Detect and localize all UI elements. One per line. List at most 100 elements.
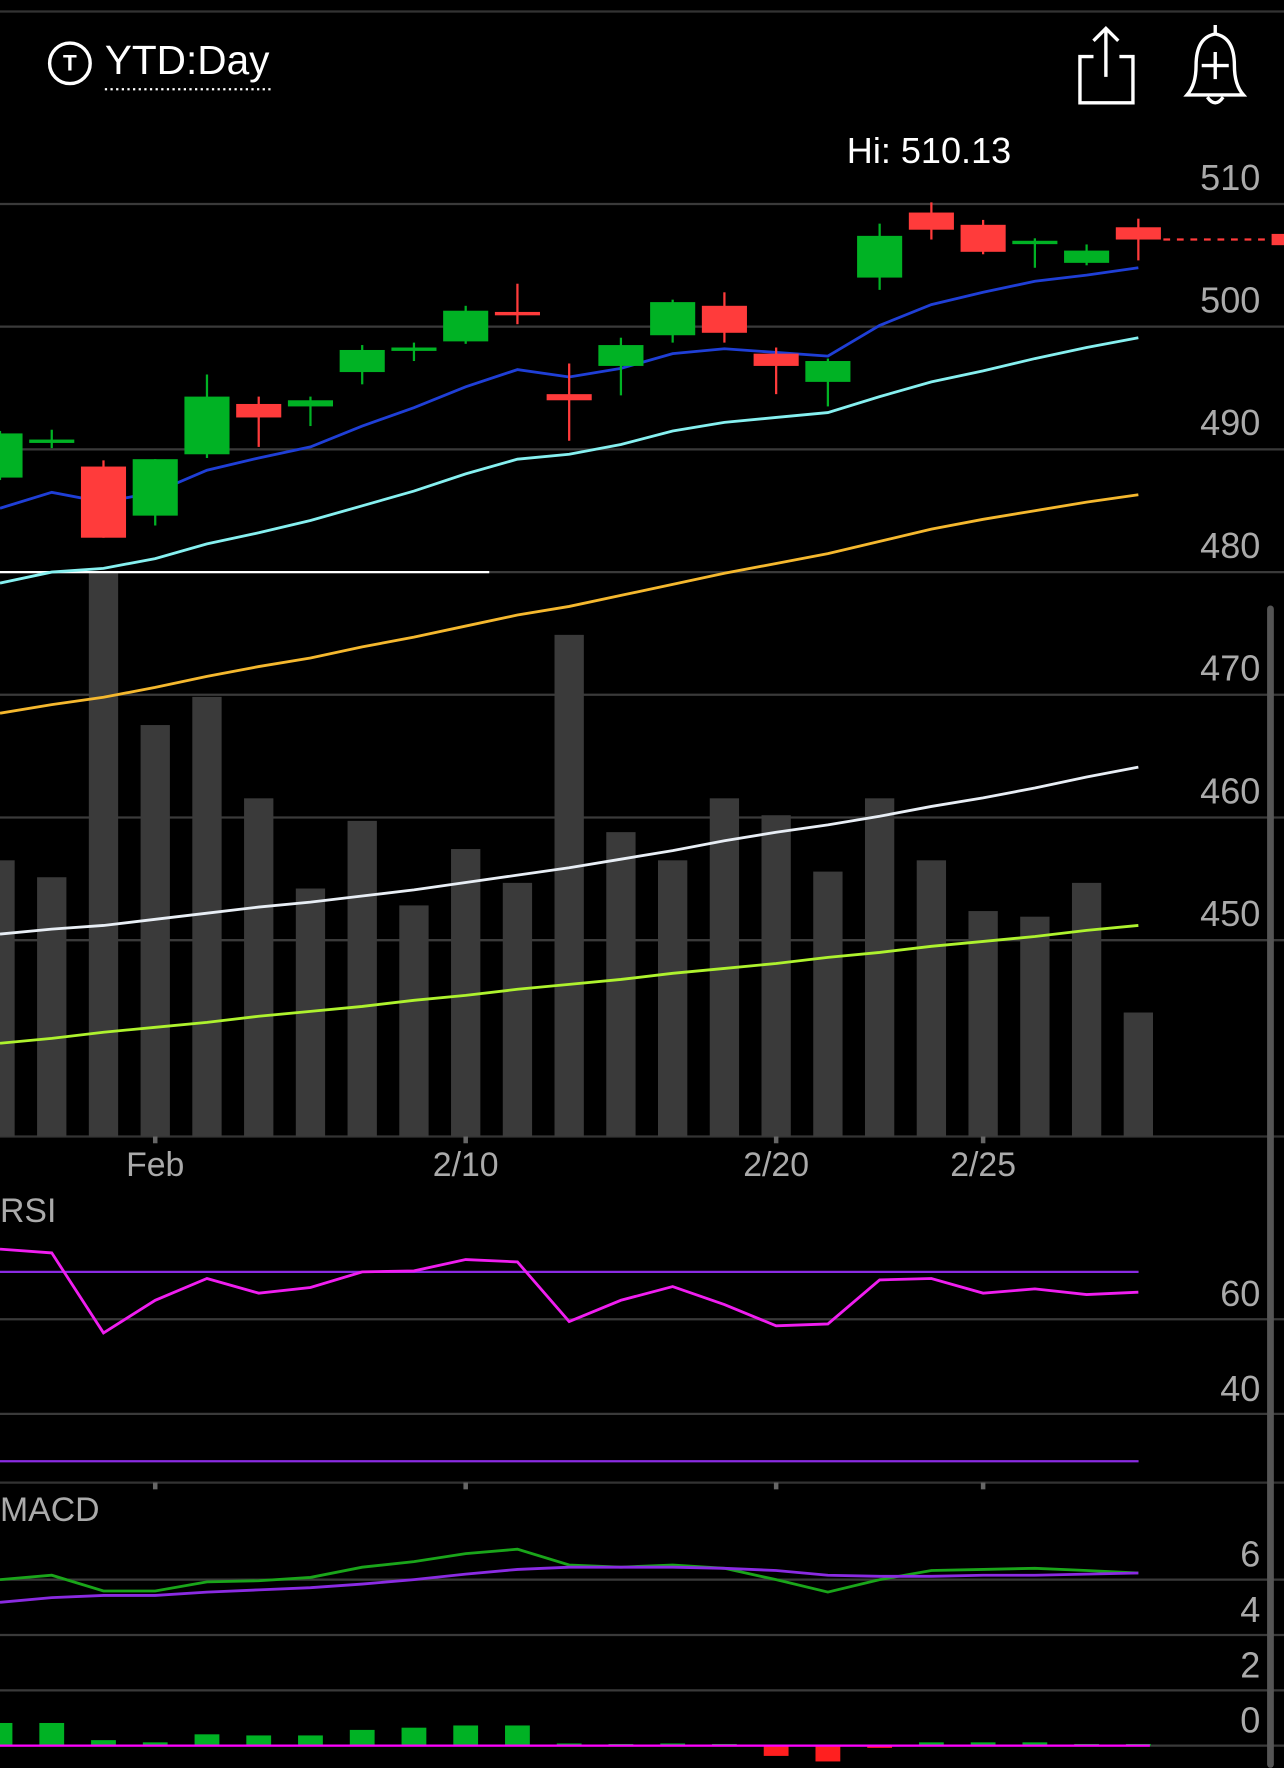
macd-line xyxy=(0,1547,1139,1594)
y-tick-label: 6 xyxy=(1240,1534,1260,1575)
last-price-marker xyxy=(1271,233,1284,246)
y-tick-label: 490 xyxy=(1200,402,1260,443)
x-tick-label: 2/10 xyxy=(433,1146,499,1184)
moving-average xyxy=(0,336,1139,585)
volume-bar xyxy=(658,860,688,1137)
candle-body xyxy=(1115,227,1161,240)
candle-body xyxy=(753,353,799,366)
macd-line xyxy=(0,1565,1139,1604)
volume-bar xyxy=(37,877,67,1137)
y-tick-label: 60 xyxy=(1220,1273,1260,1314)
range-icon-text: T xyxy=(63,50,77,75)
volume-bar xyxy=(451,849,481,1137)
volume-bar xyxy=(916,860,947,1137)
candle-body xyxy=(494,311,540,316)
candle-body xyxy=(339,349,385,373)
x-tick-label: 2/25 xyxy=(950,1146,1016,1184)
share-arrow xyxy=(1092,25,1120,77)
candle-body xyxy=(1012,240,1058,245)
volume-bar xyxy=(244,798,274,1137)
candle-body xyxy=(701,305,747,333)
annotation: Hi: 510.13 xyxy=(847,130,1011,171)
histogram-bar xyxy=(505,1725,530,1746)
candle-body xyxy=(80,466,127,538)
volume-bar xyxy=(192,696,222,1137)
y-tick-label: 480 xyxy=(1200,525,1260,566)
histogram-bar xyxy=(194,1734,220,1746)
candle-body xyxy=(132,459,178,516)
volume-bar xyxy=(0,860,15,1137)
y-tick-label: 510 xyxy=(1200,157,1260,198)
y-tick-label: 470 xyxy=(1200,648,1260,689)
y-tick-label: 460 xyxy=(1200,770,1260,811)
candle-body xyxy=(805,361,851,382)
range-icon xyxy=(47,41,92,86)
histogram-bar xyxy=(91,1740,116,1746)
histogram-bar xyxy=(1022,1742,1048,1746)
volume-bar xyxy=(761,815,791,1137)
volume-bar xyxy=(968,911,998,1137)
moving-average xyxy=(0,924,1139,1045)
y-tick-label: 450 xyxy=(1200,893,1260,934)
histogram-bar xyxy=(763,1745,789,1756)
histogram-bar xyxy=(970,1742,996,1746)
histogram-bar xyxy=(0,1722,13,1746)
histogram-bar xyxy=(349,1729,375,1746)
candle-body xyxy=(391,347,437,351)
candle-body xyxy=(650,302,696,336)
bell-plus xyxy=(1201,24,1229,105)
histogram-bar xyxy=(142,1742,168,1746)
volume-bar xyxy=(606,832,636,1137)
volume-bar xyxy=(140,725,170,1137)
volume-bar xyxy=(502,882,533,1137)
x-tick-label: Feb xyxy=(126,1146,184,1184)
histogram-bar xyxy=(246,1735,272,1746)
histogram-bar xyxy=(453,1725,479,1746)
volume-bar xyxy=(864,798,895,1137)
y-tick-label: 4 xyxy=(1240,1589,1260,1630)
histogram-bar xyxy=(298,1735,323,1746)
y-tick-label: 2 xyxy=(1240,1644,1260,1685)
moving-average xyxy=(0,765,1139,936)
candle-body xyxy=(287,400,334,407)
candle-body xyxy=(236,403,282,418)
volume-bar xyxy=(347,820,377,1137)
moving-average xyxy=(0,493,1139,715)
volume-bar xyxy=(554,634,584,1137)
candle-body xyxy=(857,235,903,278)
candle-body xyxy=(960,224,1006,252)
candle-body xyxy=(443,310,489,342)
range-title: YTD:Day xyxy=(105,37,270,83)
histogram-bar xyxy=(815,1745,841,1762)
candle-body xyxy=(546,394,592,401)
candle-body xyxy=(1064,250,1110,263)
indicator-line xyxy=(0,1247,1139,1335)
histogram-bar xyxy=(401,1727,427,1746)
volume-bar xyxy=(399,905,429,1137)
candle-body xyxy=(29,439,75,443)
panel-title: RSI xyxy=(0,1192,56,1230)
volume-bar xyxy=(1071,882,1102,1137)
alert-button[interactable] xyxy=(1183,24,1248,105)
histogram-bar xyxy=(918,1742,944,1746)
candle-body xyxy=(184,396,230,455)
candle-body xyxy=(0,433,23,478)
candle-body xyxy=(908,212,954,230)
y-tick-label: 0 xyxy=(1240,1700,1260,1741)
volume-bar xyxy=(88,572,119,1137)
volume-bar xyxy=(1020,916,1050,1137)
x-tick-label: 2/20 xyxy=(743,1146,809,1184)
volume-bar xyxy=(813,871,843,1137)
share-box xyxy=(1078,54,1135,105)
candle-body xyxy=(598,345,644,366)
volume-bar xyxy=(1123,1012,1154,1137)
share-button[interactable] xyxy=(1078,25,1135,105)
scrollbar[interactable] xyxy=(1267,605,1274,1768)
panel-title: MACD xyxy=(0,1491,100,1529)
y-tick-label: 40 xyxy=(1220,1368,1260,1409)
y-tick-label: 500 xyxy=(1200,280,1260,321)
bell xyxy=(1183,32,1248,97)
histogram-bar xyxy=(39,1722,65,1746)
